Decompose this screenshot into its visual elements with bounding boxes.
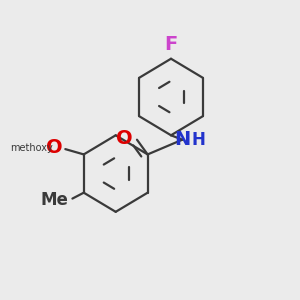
Text: N: N [174,130,190,149]
Text: methoxy: methoxy [10,142,52,153]
Text: O: O [46,138,62,157]
Text: H: H [192,131,206,149]
Text: O: O [116,129,133,148]
Text: F: F [164,35,178,54]
Text: Me: Me [40,191,68,209]
